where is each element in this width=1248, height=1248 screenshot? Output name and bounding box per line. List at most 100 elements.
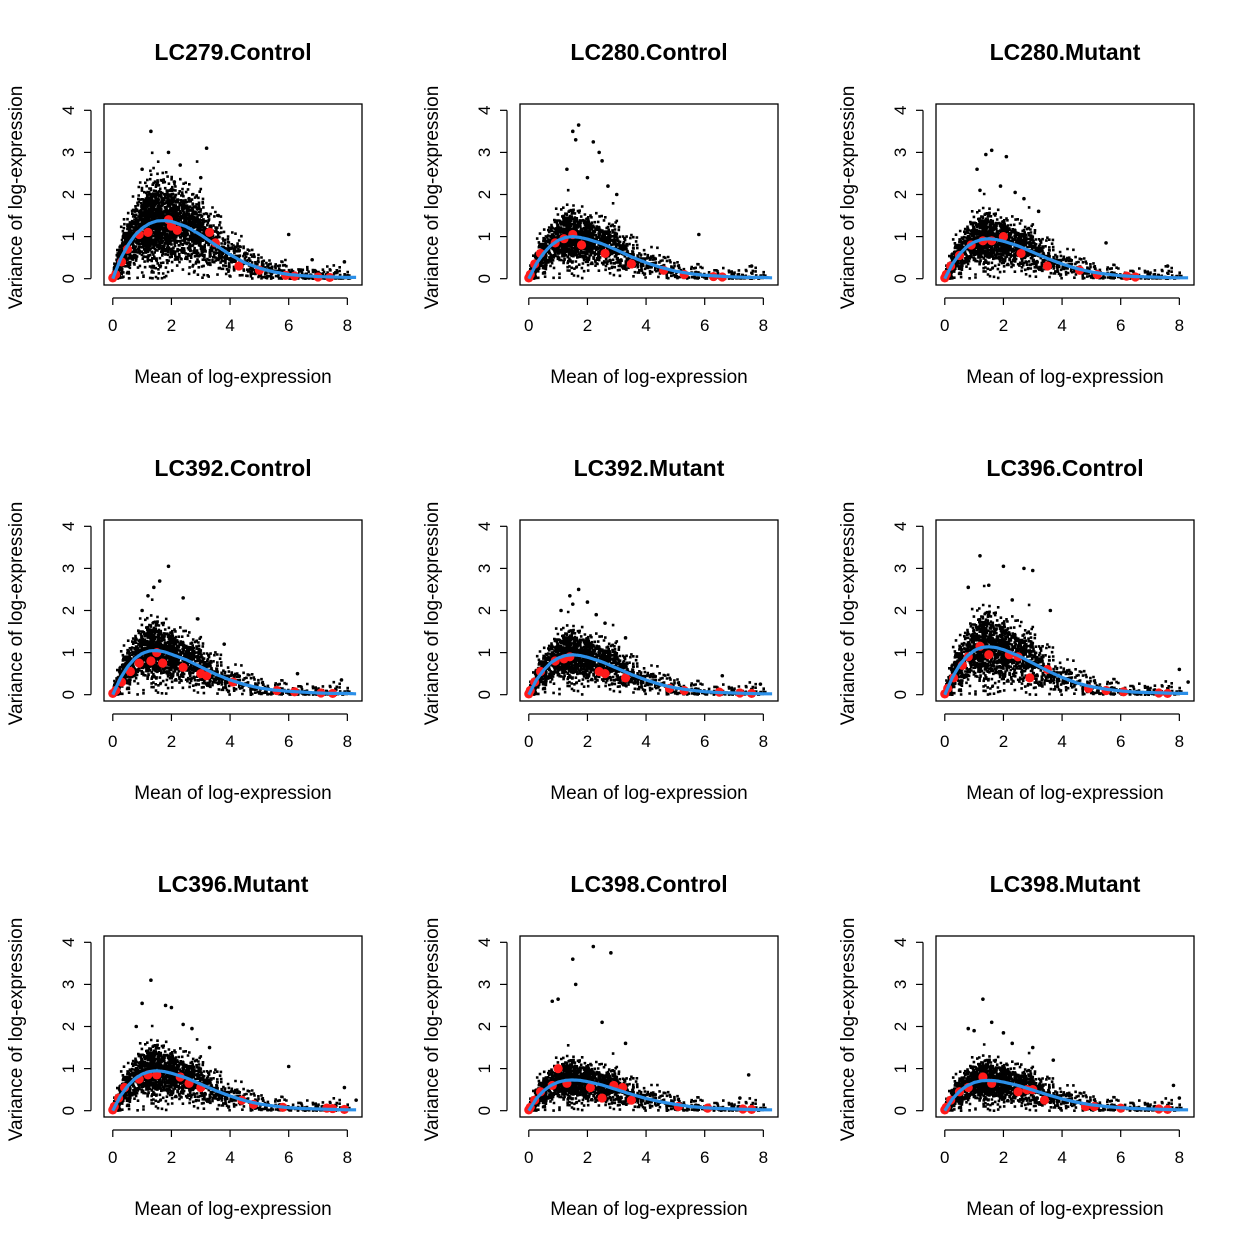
x-tick-label: 0 [940,732,949,751]
highlight-point [234,261,244,271]
x-tick-label: 8 [343,732,352,751]
y-tick-label: 2 [59,606,78,615]
trend-line [943,1078,1189,1112]
x-tick-label: 2 [167,1148,176,1167]
x-tick-label: 2 [167,316,176,335]
y-tick-label: 0 [475,274,494,283]
panel-lc280-mutant: LC280.Mutant Mean of log-expression Varian… [838,39,1195,388]
outlier-point [354,1098,358,1102]
trend-line [111,648,357,696]
y-tick-label: 2 [891,1022,910,1031]
x-tick-label: 8 [1175,316,1184,335]
panel-title: LC396.Control [986,455,1143,481]
outlier-point [1001,1031,1006,1035]
x-tick-label: 4 [1057,732,1066,751]
outlier-point [1177,667,1182,672]
outlier-point [1036,209,1041,214]
x-tick-label: 6 [284,1148,293,1167]
outlier-point [286,232,291,237]
x-tick-label: 6 [700,732,709,751]
plot-area [524,587,773,699]
y-tick-label: 4 [475,106,494,115]
y-tick-label: 4 [475,938,494,947]
outlier-point [738,1096,742,1100]
x-tick-label: 4 [641,1148,650,1167]
x-tick-label: 4 [641,732,650,751]
outlier-point [169,1005,174,1010]
y-tick-label: 3 [59,564,78,573]
outlier-point [1048,608,1053,613]
y-tick-label: 4 [59,106,78,115]
outlier-point [196,617,200,621]
y-tick-label: 1 [891,648,910,657]
x-tick-label: 4 [641,316,650,335]
panel-lc396-control: LC396.Control Mean of log-expression Varia… [838,455,1195,804]
point-cloud [527,1044,767,1112]
x-tick-label: 0 [940,1148,949,1167]
outlier-point [163,1003,168,1008]
panel-title: LC280.Control [570,39,727,65]
y-tick-label: 0 [891,1106,910,1115]
x-tick-label: 6 [284,732,293,751]
outlier-point [585,175,590,180]
x-tick-label: 2 [583,1148,592,1167]
y-axis-label: Variance of log-expression [838,86,859,310]
outlier-point [597,150,601,155]
y-tick-label: 2 [59,190,78,199]
outlier-point [986,583,991,588]
outlier-point [166,150,171,155]
y-tick-label: 4 [891,938,910,947]
y-tick-label: 4 [891,522,910,531]
x-axis-label: Mean of log-expression [134,783,332,804]
x-tick-label: 8 [1175,732,1184,751]
highlight-point [1025,673,1035,683]
outlier-point [981,997,985,1001]
panel-title: LC398.Mutant [990,871,1141,897]
y-tick-label: 3 [891,564,910,573]
outlier-point [697,232,701,237]
outlier-point [978,188,982,193]
outlier-point [157,579,162,583]
x-tick-label: 8 [343,316,352,335]
highlight-point [585,1082,595,1093]
y-tick-label: 3 [891,980,910,989]
y-tick-label: 3 [891,148,910,157]
panel-title: LC392.Control [154,455,311,481]
x-tick-label: 0 [940,316,949,335]
outlier-point [576,123,581,127]
trend-line [111,1069,357,1112]
y-tick-label: 0 [59,690,78,699]
highlight-point [984,650,994,660]
panel-lc280-control: LC280.Control Mean of log-expression Varia… [422,39,779,388]
outlier-point [187,196,191,201]
y-tick-label: 3 [475,980,494,989]
outlier-point [576,587,581,592]
y-tick-label: 0 [59,274,78,283]
outlier-point [1001,564,1006,569]
plot-area [524,944,773,1115]
highlight-point [172,225,182,235]
outlier-point [149,978,153,982]
plot-frame [519,103,779,286]
panel-title: LC396.Mutant [158,871,309,897]
x-tick-label: 2 [583,316,592,335]
outlier-point [556,997,560,1001]
plot-area [108,978,358,1115]
x-axis-label: Mean of log-expression [550,783,748,804]
panel-lc398-control: LC398.Control Mean of log-expression Varia… [422,871,779,1220]
y-tick-label: 2 [475,606,494,615]
x-tick-label: 4 [225,1148,234,1167]
outlier-point [1186,680,1190,684]
highlight-point [204,227,215,237]
x-tick-label: 0 [524,316,533,335]
y-axis-label: Variance of log-expression [838,502,859,726]
outlier-point [198,175,203,180]
panel-title: LC279.Control [154,39,311,65]
outlier-point [1165,264,1170,268]
outlier-point [585,600,590,604]
x-tick-label: 0 [108,1148,117,1167]
x-tick-label: 2 [999,316,1008,335]
outlier-point [146,593,150,598]
x-tick-label: 6 [1116,316,1125,335]
plot-area [108,564,357,699]
